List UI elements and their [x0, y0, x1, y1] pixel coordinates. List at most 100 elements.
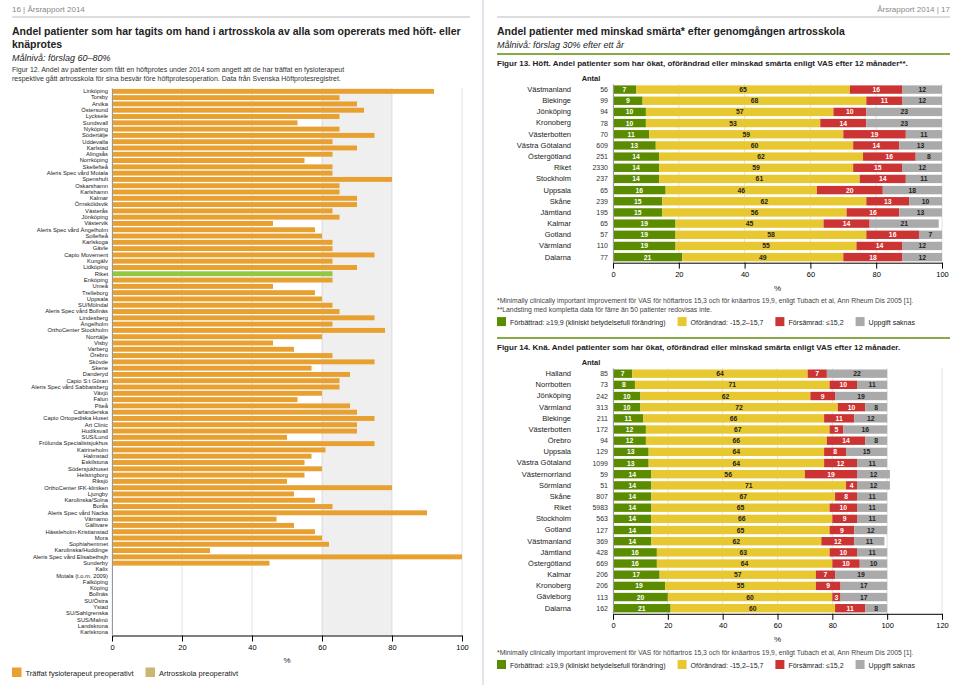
bar: [657, 559, 832, 567]
x-tick: 0: [611, 614, 615, 630]
y-tick: Västerbotten: [528, 130, 613, 139]
y-tick-label: Södersjukhuset: [68, 466, 108, 472]
legend-label: Förbättrad: ≥19,9 (kliniskt betydelseful…: [510, 662, 666, 670]
y-tick-label: Skåne: [550, 492, 571, 501]
bar: [843, 425, 887, 433]
bar: [830, 381, 857, 389]
count-value: 172: [596, 426, 608, 433]
data-label: 12: [918, 86, 926, 93]
bar: [857, 548, 887, 556]
data-label: 12: [626, 426, 634, 433]
bar: [671, 604, 836, 612]
count-value: 57: [600, 231, 608, 238]
bar: [643, 414, 824, 422]
y-tick-label: Hudiksvall: [82, 428, 108, 434]
legend-item: Uppgift saknas: [856, 317, 916, 327]
bar: [269, 561, 270, 566]
text-line: Andel patienter som har tagits om hand i…: [12, 25, 464, 37]
bar: [613, 593, 668, 601]
y-tick: Västra Götaland: [517, 141, 613, 150]
y-tick: Kronoberg: [536, 581, 613, 590]
y-tick-label: Art Clinic: [85, 422, 108, 428]
count-value: 113: [597, 594, 608, 601]
data-label: 11: [920, 175, 927, 182]
bar: [112, 164, 333, 169]
y-tick: Frölunda Specialistsjukhus: [39, 440, 112, 446]
subtitle-block: Målnivå: förslag 30% efter ett år: [497, 40, 625, 50]
y-tick: Nyköping: [84, 126, 112, 132]
x-tick-line: [252, 636, 253, 642]
data-label: 8: [874, 605, 878, 612]
y-tick-label: Halmstad: [84, 453, 108, 459]
data-label: 11: [836, 415, 843, 422]
data-label: 11: [868, 549, 875, 556]
y-tick: Katrineholm: [77, 447, 112, 453]
y-tick: Uppsala: [543, 447, 613, 456]
data-label: 15: [634, 198, 642, 205]
bar: [919, 231, 942, 239]
data-label: 7: [623, 86, 627, 93]
bar: [830, 504, 857, 512]
data-label: 14: [628, 471, 636, 478]
bar: [304, 473, 305, 478]
x-tick-label: 100: [456, 643, 469, 652]
data-label: 13: [884, 198, 892, 205]
data-label: 11: [868, 381, 875, 388]
bar: [112, 208, 333, 213]
bar: [112, 410, 357, 415]
y-tick-label: Varberg: [88, 346, 108, 352]
y-tick: Sunderby: [83, 560, 112, 566]
legend-item: Förbättrad: ≥19,9 (kliniskt betydelseful…: [497, 660, 666, 670]
figure: 16 | Årsrapport 2014Andel patienter som …: [0, 0, 960, 685]
bar: [392, 485, 393, 490]
data-label: 14: [628, 527, 636, 534]
data-label: 12: [626, 437, 634, 444]
data-label: 9: [826, 582, 830, 589]
legend-item: Försämrad: ≤15,2: [775, 317, 843, 326]
data-label: 7: [621, 370, 625, 377]
plot: 2120191716161414141414141413131212111010…: [517, 358, 949, 644]
y-tick-label: Blekinge: [542, 414, 571, 423]
x-tick: 40: [248, 636, 256, 652]
bar: [374, 315, 375, 320]
bar: [112, 479, 287, 484]
y-tick: Trelleborg: [82, 290, 112, 296]
bar: [613, 481, 651, 489]
grid: [613, 368, 942, 614]
y-tick: Capio Movement: [64, 252, 112, 258]
bar: [613, 403, 640, 411]
data-label: 23: [900, 120, 908, 127]
y-tick: Skene: [92, 365, 112, 371]
y-tick: Karolinska/Solna: [64, 497, 112, 503]
y-tick-label: Skene: [92, 365, 108, 371]
bar: [853, 164, 902, 172]
bar: [112, 240, 333, 245]
legend-label: Oförändrad: -15,2–15,7: [691, 319, 764, 326]
data-label: 19: [640, 231, 648, 238]
bar: [816, 571, 835, 579]
bar: [112, 347, 294, 352]
data-label: 14: [632, 153, 640, 160]
bar: [866, 119, 942, 127]
x-tick: 80: [873, 263, 881, 279]
y-axis-domain: [613, 85, 614, 264]
data-label: 16: [886, 153, 894, 160]
data-label: 59: [752, 164, 760, 171]
bar: [112, 441, 375, 446]
bar: [339, 190, 340, 195]
y-tick-label: Motala (t.o.m. 2009): [56, 573, 108, 579]
data-label: 11: [628, 131, 635, 138]
data-label: 10: [840, 504, 848, 511]
grid-line: [613, 84, 614, 263]
bar: [841, 593, 888, 601]
data-label: 10: [848, 404, 856, 411]
data-label: 22: [853, 370, 861, 377]
data-label: 46: [738, 187, 746, 194]
y-tick-label: Riksjö: [92, 478, 108, 484]
y-tick: Sörmland: [539, 481, 613, 490]
bar: [112, 447, 326, 452]
marks: [613, 369, 890, 612]
y-tick: Kronoberg: [536, 118, 613, 127]
y-tick: Gävleborg: [536, 592, 613, 601]
bar: [112, 517, 277, 522]
